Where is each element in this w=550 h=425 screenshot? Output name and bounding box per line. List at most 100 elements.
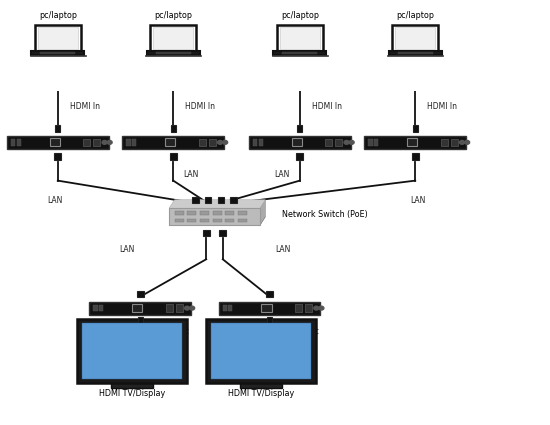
FancyBboxPatch shape [223,305,227,311]
FancyBboxPatch shape [122,136,224,149]
Circle shape [314,306,319,310]
FancyBboxPatch shape [272,55,328,56]
Text: LAN: LAN [275,245,290,254]
FancyBboxPatch shape [55,125,60,132]
Text: Network Switch (PoE): Network Switch (PoE) [282,210,367,219]
FancyBboxPatch shape [219,230,227,236]
FancyBboxPatch shape [213,211,222,215]
FancyBboxPatch shape [138,317,143,324]
FancyBboxPatch shape [240,382,282,388]
Text: HDMI Out: HDMI Out [282,327,318,336]
Circle shape [319,306,324,310]
Circle shape [349,140,354,144]
Text: pc/laptop: pc/laptop [154,11,192,20]
Circle shape [460,140,465,144]
Text: LAN: LAN [410,196,426,204]
Circle shape [185,306,190,310]
FancyBboxPatch shape [411,153,419,160]
Text: LAN: LAN [183,170,199,178]
FancyBboxPatch shape [54,153,61,160]
FancyBboxPatch shape [166,304,173,312]
Circle shape [344,140,349,144]
FancyBboxPatch shape [393,25,438,51]
FancyBboxPatch shape [412,125,418,132]
FancyBboxPatch shape [35,25,80,51]
FancyBboxPatch shape [199,139,206,146]
FancyBboxPatch shape [174,211,184,215]
FancyBboxPatch shape [280,27,320,48]
FancyBboxPatch shape [206,319,316,382]
Text: pc/laptop: pc/laptop [39,11,77,20]
FancyBboxPatch shape [395,27,435,48]
FancyBboxPatch shape [211,323,311,379]
FancyBboxPatch shape [451,139,458,146]
FancyBboxPatch shape [226,219,234,222]
FancyBboxPatch shape [89,302,191,314]
FancyBboxPatch shape [238,211,247,215]
Text: LAN: LAN [274,170,290,178]
FancyBboxPatch shape [111,382,153,388]
Text: pc/laptop: pc/laptop [280,11,319,20]
FancyBboxPatch shape [145,55,201,56]
Polygon shape [260,200,265,225]
Text: LAN: LAN [119,245,135,254]
FancyBboxPatch shape [218,197,224,203]
FancyBboxPatch shape [213,219,222,222]
FancyBboxPatch shape [77,319,187,382]
FancyBboxPatch shape [387,55,443,56]
Circle shape [107,140,112,144]
FancyBboxPatch shape [176,304,183,312]
FancyBboxPatch shape [174,219,184,222]
FancyBboxPatch shape [441,139,448,146]
FancyBboxPatch shape [132,304,142,312]
FancyBboxPatch shape [253,139,257,145]
FancyBboxPatch shape [137,291,144,298]
FancyBboxPatch shape [99,305,103,311]
FancyBboxPatch shape [398,52,433,54]
FancyBboxPatch shape [31,51,85,55]
FancyBboxPatch shape [273,51,327,55]
FancyBboxPatch shape [50,138,60,147]
FancyBboxPatch shape [146,51,200,55]
Text: HDMI In: HDMI In [427,102,458,111]
FancyBboxPatch shape [238,219,247,222]
FancyBboxPatch shape [277,25,322,51]
Circle shape [190,306,195,310]
FancyBboxPatch shape [228,305,232,311]
FancyBboxPatch shape [407,138,417,147]
FancyBboxPatch shape [38,27,78,48]
Polygon shape [169,200,265,208]
FancyBboxPatch shape [200,219,209,222]
Circle shape [223,140,228,144]
FancyBboxPatch shape [325,139,332,146]
FancyBboxPatch shape [132,139,136,145]
Circle shape [465,140,470,144]
Circle shape [218,140,223,144]
FancyBboxPatch shape [292,138,302,147]
FancyBboxPatch shape [388,51,442,55]
FancyBboxPatch shape [156,52,191,54]
FancyBboxPatch shape [296,153,304,160]
Text: HDMI TV/Display: HDMI TV/Display [228,389,294,398]
FancyBboxPatch shape [192,197,199,203]
FancyBboxPatch shape [226,211,234,215]
FancyBboxPatch shape [202,230,210,236]
FancyBboxPatch shape [30,55,86,56]
FancyBboxPatch shape [218,302,320,314]
FancyBboxPatch shape [169,153,177,160]
FancyBboxPatch shape [187,211,196,215]
FancyBboxPatch shape [205,197,211,203]
Text: pc/laptop: pc/laptop [396,11,435,20]
FancyBboxPatch shape [374,139,378,145]
FancyBboxPatch shape [364,136,466,149]
Text: HDMI Out: HDMI Out [152,327,189,336]
FancyBboxPatch shape [266,291,273,298]
Text: HDMI In: HDMI In [70,102,100,111]
Polygon shape [169,217,265,225]
FancyBboxPatch shape [249,136,351,149]
FancyBboxPatch shape [336,139,343,146]
FancyBboxPatch shape [126,139,130,145]
FancyBboxPatch shape [170,125,176,132]
FancyBboxPatch shape [94,305,97,311]
FancyBboxPatch shape [16,139,20,145]
